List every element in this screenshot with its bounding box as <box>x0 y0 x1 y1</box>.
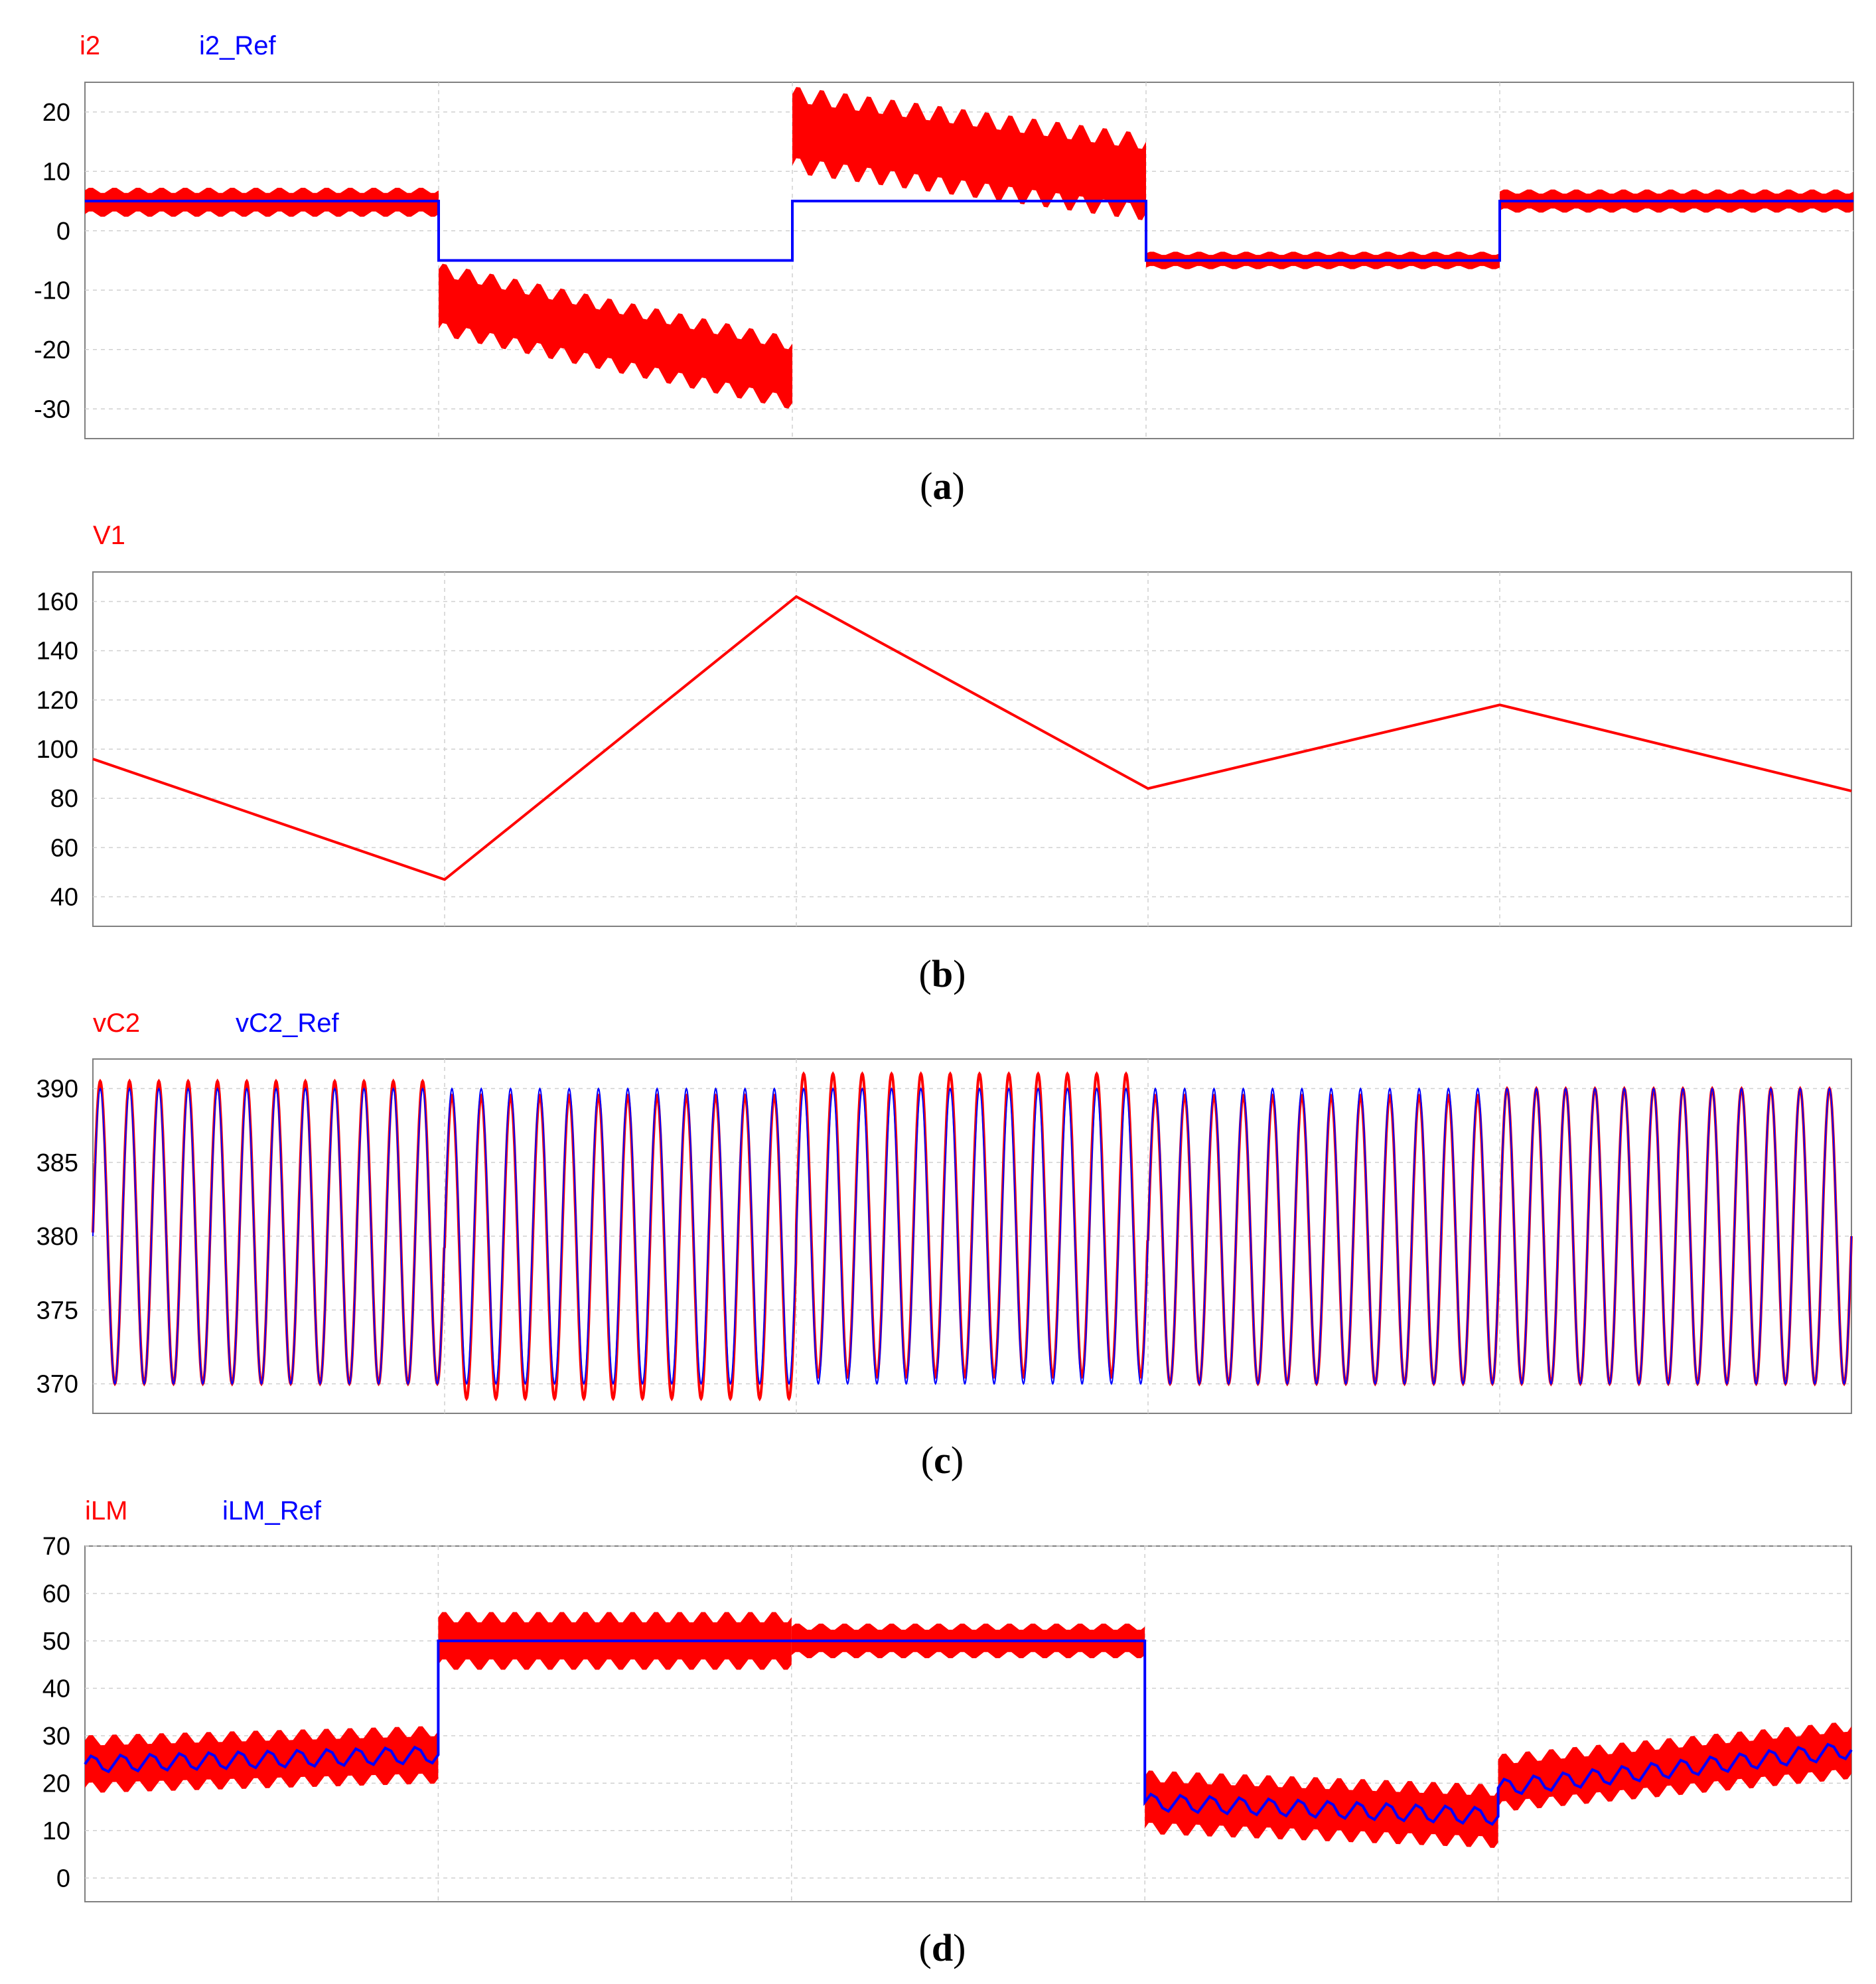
y-tick-label: 10 <box>42 1817 70 1845</box>
y-tick-label: -30 <box>34 395 70 423</box>
y-ticks-c: 390 385 380 375 370 <box>36 1076 78 1399</box>
y-tick-label: -20 <box>34 336 70 364</box>
y-tick-label: 100 <box>36 736 78 764</box>
y-tick-label: 10 <box>42 158 70 186</box>
y-tick-label: 20 <box>42 99 70 127</box>
y-tick-label: 385 <box>36 1149 78 1177</box>
data-a <box>85 87 1853 409</box>
y-tick-label: 50 <box>42 1628 70 1656</box>
data-b <box>92 595 1852 881</box>
series-vC2_Ref <box>92 1087 1852 1385</box>
data-c <box>92 1071 1853 1402</box>
data-d <box>84 1612 1853 1848</box>
series-iLM_Ref <box>84 1639 1853 1826</box>
y-ticks-b: 160 140 120 100 80 60 40 <box>36 589 78 912</box>
y-tick-label: 120 <box>36 687 78 715</box>
series-i2_Ref <box>85 200 1853 262</box>
y-tick-label: 40 <box>50 884 78 912</box>
caption-b: (b) <box>919 952 966 995</box>
legend-v1: V1 <box>93 521 125 550</box>
y-tick-label: 160 <box>36 589 78 616</box>
legend-vc2-ref: vC2_Ref <box>236 1009 340 1038</box>
y-tick-label: 80 <box>50 785 78 813</box>
series-V1 <box>92 595 1852 881</box>
y-tick-label: 140 <box>36 638 78 666</box>
legend-ilm-ref: iLM_Ref <box>222 1496 322 1525</box>
panel-a: i2 i2_Ref 20 10 0 -10 -20 -30 (a) <box>34 31 1854 508</box>
caption-a: (a) <box>920 464 965 508</box>
legend-i2: i2 <box>80 31 100 60</box>
y-ticks-d: 70 60 50 40 30 20 10 0 <box>42 1533 70 1892</box>
plot-frame-d <box>84 1545 1852 1902</box>
y-tick-label: 60 <box>42 1580 70 1608</box>
y-tick-label: 390 <box>36 1076 78 1103</box>
y-tick-label: 20 <box>42 1770 70 1798</box>
series-i2-segment <box>792 87 1146 220</box>
panel-d: iLM iLM_Ref 70 60 50 40 30 20 10 0 (d) <box>42 1496 1853 1969</box>
y-tick-label: 370 <box>36 1371 78 1399</box>
y-tick-label: 60 <box>50 834 78 862</box>
caption-d: (d) <box>919 1926 966 1969</box>
y-tick-label: 0 <box>56 1865 70 1892</box>
legend-ilm: iLM <box>85 1496 127 1525</box>
legend-vc2: vC2 <box>93 1009 140 1038</box>
y-tick-label: 380 <box>36 1223 78 1251</box>
y-tick-label: 30 <box>42 1723 70 1750</box>
y-ticks-a: 20 10 0 -10 -20 -30 <box>34 99 70 424</box>
y-tick-label: 0 <box>56 218 70 246</box>
series-i2-segment <box>439 263 792 409</box>
gridlines-b <box>93 572 1851 926</box>
y-tick-label: -10 <box>34 277 70 305</box>
caption-c: (c) <box>921 1439 964 1482</box>
y-tick-label: 375 <box>36 1297 78 1324</box>
panel-b: V1 160 140 120 100 80 60 40 (b) <box>36 521 1852 995</box>
y-tick-label: 70 <box>42 1533 70 1561</box>
legend-i2-ref: i2_Ref <box>199 31 277 60</box>
y-tick-label: 40 <box>42 1675 70 1703</box>
panel-c: vC2 vC2_Ref 390 385 380 375 370 (c) <box>36 1009 1853 1482</box>
